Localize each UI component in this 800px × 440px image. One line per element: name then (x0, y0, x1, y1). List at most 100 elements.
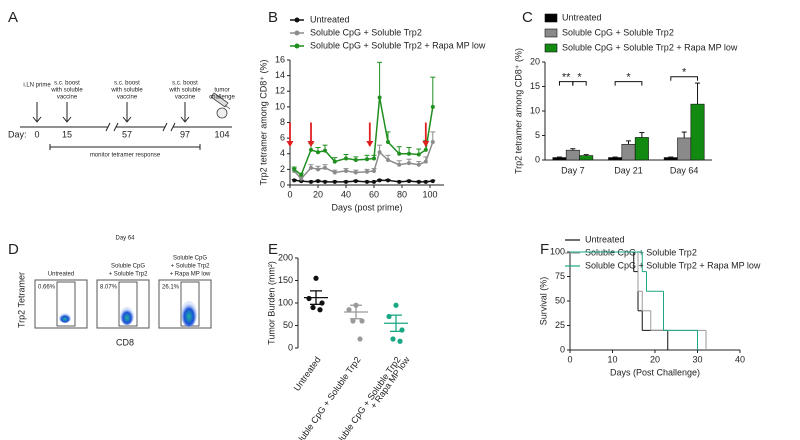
bar (552, 157, 567, 161)
data-point (309, 179, 313, 184)
data-point (397, 338, 403, 344)
bar (690, 103, 705, 161)
legend-label: Soluble CpG + Soluble Trp2 (562, 27, 674, 37)
data-point (344, 179, 348, 184)
y-tick-label: 10 (275, 101, 285, 111)
y-tick-label: 200 (278, 252, 293, 262)
bar (621, 144, 636, 161)
panel-label: E (268, 241, 278, 258)
monitor-note: monitor tetramer response (90, 153, 161, 159)
y-tick-label: 0 (535, 154, 540, 164)
event-label: s.c. boost (114, 81, 140, 87)
data-point (393, 302, 399, 308)
significance-label: ** (562, 72, 571, 84)
legend-swatch (544, 43, 558, 53)
flow-events (181, 301, 197, 327)
x-tick-label: 10 (607, 354, 617, 364)
x-tick-label: 100 (422, 189, 437, 199)
y-tick-label: 14 (275, 70, 285, 80)
significance-bracket (572, 81, 587, 86)
data-point (332, 170, 337, 175)
timeline-break (105, 122, 111, 132)
data-point (316, 167, 320, 172)
y-tick-label: 75 (555, 271, 565, 281)
timeline-break (113, 122, 119, 132)
data-point (407, 179, 411, 184)
x-tick-label: 60 (369, 189, 379, 199)
data-point (377, 150, 382, 155)
data-point (397, 151, 402, 156)
panel-label: F (540, 241, 549, 258)
day-label: Day: (8, 129, 27, 139)
bar (608, 157, 623, 161)
x-tick-label: 20 (650, 354, 660, 364)
data-point (372, 168, 376, 173)
bar (579, 155, 594, 161)
legend-swatch (544, 28, 558, 38)
data-point (353, 158, 358, 162)
data-point (416, 152, 421, 157)
legend-marker (294, 30, 300, 36)
flow-percent: 26.1% (162, 285, 180, 291)
x-axis-label: Days (Post Challenge) (610, 367, 700, 377)
y-tick-label: 100 (550, 246, 565, 256)
event-label: i.LN prime (23, 83, 51, 89)
data-point (344, 156, 348, 161)
mouse-icon (216, 107, 228, 119)
significance-bracket (614, 81, 643, 86)
flow-sample-label: + Soluble Trp2 (109, 272, 149, 278)
data-point (430, 140, 435, 145)
x-tick-label: 0 (567, 354, 572, 364)
bar (634, 137, 649, 161)
y-tick-label: 0 (288, 342, 293, 352)
data-point (386, 178, 390, 183)
x-tick-label: 40 (341, 189, 351, 199)
data-point (430, 104, 435, 109)
x-tick-label: Day 64 (670, 165, 699, 175)
data-point (346, 307, 352, 313)
data-point (430, 179, 435, 184)
data-point (407, 161, 411, 166)
data-point (416, 162, 421, 167)
data-point (316, 179, 320, 184)
y-tick-label: 50 (555, 295, 565, 305)
day-number: 15 (62, 129, 72, 139)
y-tick-label: 100 (278, 297, 293, 307)
data-point (416, 179, 421, 184)
y-tick-label: 0 (280, 179, 285, 189)
timeline-break (162, 122, 168, 132)
data-point (292, 167, 297, 172)
y-tick-label: 15 (530, 81, 540, 91)
arrow-head (307, 140, 315, 147)
bar (663, 157, 678, 161)
data-point (323, 165, 327, 170)
legend-label: Soluble CpG + Soluble Trp2 (310, 27, 422, 37)
y-tick-label: 150 (278, 275, 293, 285)
panel-label: C (522, 9, 533, 26)
y-tick-label: 16 (275, 54, 285, 64)
flow-xlabel: CD8 (116, 337, 134, 347)
series-line (293, 141, 434, 180)
bar (677, 137, 692, 161)
data-point (365, 157, 369, 162)
legend-marker (294, 17, 300, 23)
data-point (372, 179, 376, 184)
day-number: 0 (34, 129, 39, 139)
data-point (353, 179, 358, 184)
data-point (350, 318, 356, 324)
event-label: tumor (214, 88, 229, 94)
y-tick-label: 10 (530, 105, 540, 115)
y-tick-label: 50 (283, 320, 293, 330)
data-point (397, 162, 402, 167)
flow-sample-label: + Rapa MP low (170, 272, 211, 278)
data-point (390, 336, 396, 342)
arrow-head (422, 140, 430, 147)
event-label: vaccine (57, 95, 78, 101)
x-tick-label: 0 (287, 189, 292, 199)
data-point (372, 156, 376, 161)
data-point (386, 140, 390, 145)
arrow-head (180, 116, 190, 123)
panel-label: B (268, 9, 278, 26)
data-point (317, 307, 323, 313)
